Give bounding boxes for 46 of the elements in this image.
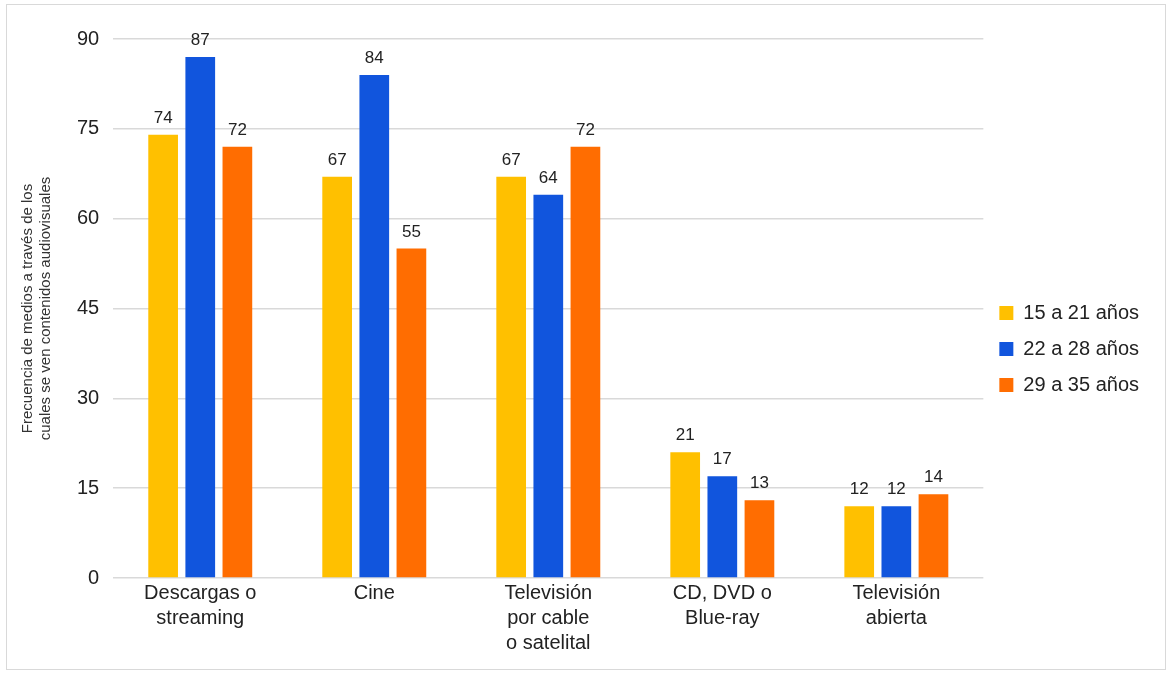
x-tick-label: CD, DVD o Blue-ray — [672, 581, 772, 629]
y-tick-label: 75 — [77, 116, 100, 139]
bar — [396, 248, 427, 578]
y-tick-label: 90 — [77, 26, 100, 49]
x-tick-label: Televisión abierta — [852, 581, 941, 629]
y-tick-label: 60 — [77, 206, 100, 229]
data-label: 13 — [749, 473, 769, 493]
bar — [359, 74, 390, 578]
bar — [881, 506, 912, 578]
y-axis-title: Frecuencia de medios a través de los cuales se ven contenidos audiovisuales — [18, 176, 54, 441]
x-tick-label: Cine — [353, 581, 395, 604]
bar — [185, 56, 216, 578]
data-label: 64 — [538, 167, 558, 187]
bar — [222, 146, 253, 578]
x-tick-label: Descargas o streaming — [144, 581, 257, 629]
x-tick-label: Televisión por cable o satelital — [504, 581, 593, 654]
legend-label: 29 a 35 años — [1023, 372, 1139, 395]
bar — [918, 494, 949, 578]
bar — [533, 194, 564, 578]
data-label: 87 — [190, 30, 210, 50]
bar — [322, 176, 352, 578]
legend-label: 15 a 21 años — [1023, 300, 1139, 323]
bar — [744, 500, 775, 578]
y-tick-label: 0 — [88, 565, 100, 588]
bar — [570, 146, 601, 578]
data-label: 21 — [675, 425, 695, 445]
bar — [844, 506, 875, 578]
data-label: 67 — [327, 149, 347, 169]
data-label: 55 — [401, 221, 421, 241]
bar — [707, 476, 738, 578]
bar — [670, 452, 701, 578]
y-tick-label: 45 — [77, 296, 100, 319]
data-label: 17 — [712, 449, 732, 469]
data-label: 12 — [849, 479, 869, 499]
data-label: 72 — [227, 119, 247, 139]
data-label: 14 — [924, 467, 943, 487]
y-tick-label: 15 — [77, 475, 100, 498]
bar — [496, 176, 527, 578]
data-label: 74 — [153, 108, 173, 128]
y-tick-label: 30 — [77, 385, 100, 408]
data-label: 12 — [886, 479, 906, 499]
data-label: 67 — [501, 149, 521, 169]
legend-label: 22 a 28 años — [1023, 336, 1139, 359]
data-label: 72 — [575, 119, 595, 139]
data-label: 84 — [364, 48, 384, 68]
bar — [148, 134, 178, 578]
